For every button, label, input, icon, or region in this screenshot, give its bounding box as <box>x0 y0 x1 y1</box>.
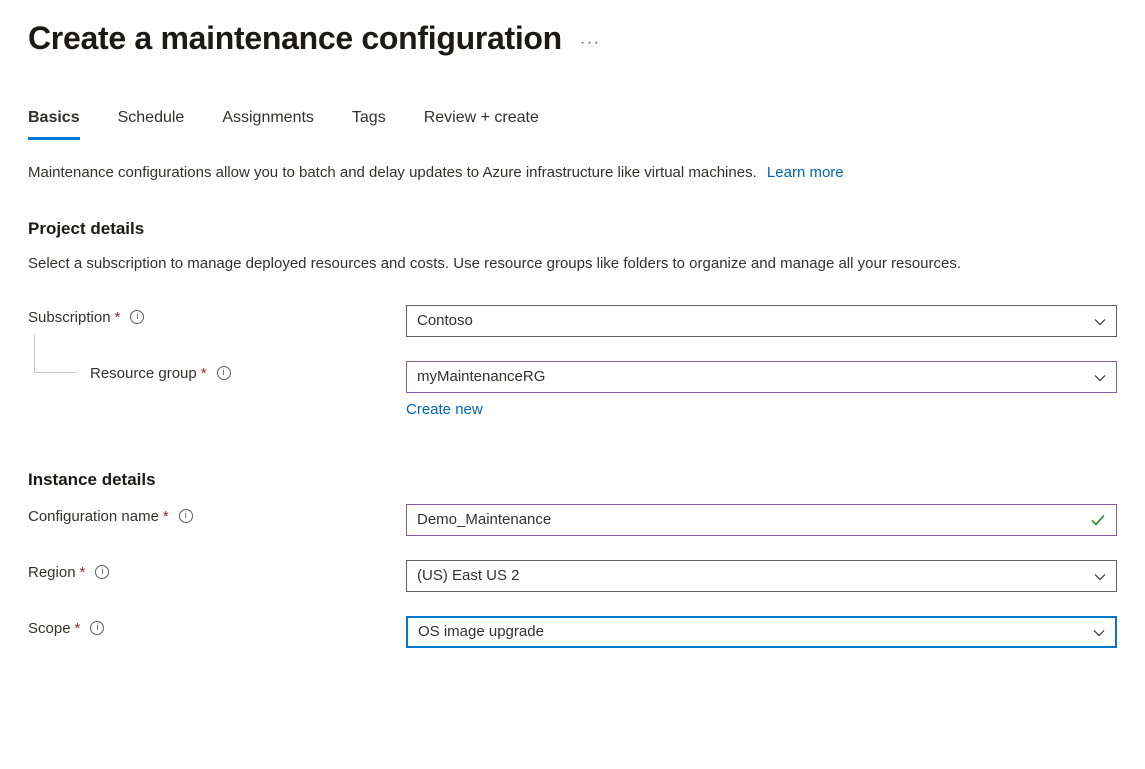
scope-value: OS image upgrade <box>418 623 544 640</box>
chevron-down-icon <box>1094 315 1106 327</box>
chevron-down-icon <box>1093 626 1105 638</box>
region-select[interactable]: (US) East US 2 <box>406 560 1117 592</box>
resource-group-select[interactable]: myMaintenanceRG <box>406 361 1117 393</box>
configuration-name-value: Demo_Maintenance <box>417 511 551 528</box>
subscription-value: Contoso <box>417 312 473 329</box>
resource-group-label: Resource group * i <box>28 361 406 382</box>
project-details-heading: Project details <box>28 219 1117 239</box>
create-new-link[interactable]: Create new <box>406 401 483 418</box>
required-indicator: * <box>80 564 86 581</box>
info-icon[interactable]: i <box>179 509 193 523</box>
subscription-label: Subscription * i <box>28 305 406 326</box>
tabs-nav: Basics Schedule Assignments Tags Review … <box>28 109 1117 140</box>
tab-assignments[interactable]: Assignments <box>222 109 314 140</box>
info-icon[interactable]: i <box>95 565 109 579</box>
required-indicator: * <box>75 620 81 637</box>
instance-details-heading: Instance details <box>28 470 1117 490</box>
required-indicator: * <box>115 309 121 326</box>
valid-check-icon <box>1090 512 1106 528</box>
project-details-description: Select a subscription to manage deployed… <box>28 253 1117 275</box>
info-icon[interactable]: i <box>130 310 144 324</box>
configuration-name-label: Configuration name * i <box>28 504 406 525</box>
tab-schedule[interactable]: Schedule <box>118 109 185 140</box>
learn-more-link[interactable]: Learn more <box>767 164 844 181</box>
tab-review-create[interactable]: Review + create <box>424 109 539 140</box>
intro-description: Maintenance configurations allow you to … <box>28 164 1117 181</box>
subscription-select[interactable]: Contoso <box>406 305 1117 337</box>
scope-select[interactable]: OS image upgrade <box>406 616 1117 648</box>
resource-group-value: myMaintenanceRG <box>417 368 545 385</box>
chevron-down-icon <box>1094 371 1106 383</box>
tab-basics[interactable]: Basics <box>28 109 80 140</box>
required-indicator: * <box>201 365 207 382</box>
tab-tags[interactable]: Tags <box>352 109 386 140</box>
info-icon[interactable]: i <box>90 621 104 635</box>
configuration-name-input[interactable]: Demo_Maintenance <box>406 504 1117 536</box>
indent-connector <box>34 335 76 373</box>
region-label: Region * i <box>28 560 406 581</box>
info-icon[interactable]: i <box>217 366 231 380</box>
more-actions-icon[interactable]: ··· <box>580 26 600 52</box>
chevron-down-icon <box>1094 570 1106 582</box>
region-value: (US) East US 2 <box>417 567 520 584</box>
required-indicator: * <box>163 508 169 525</box>
scope-label: Scope * i <box>28 616 406 637</box>
page-title: Create a maintenance configuration <box>28 20 562 57</box>
